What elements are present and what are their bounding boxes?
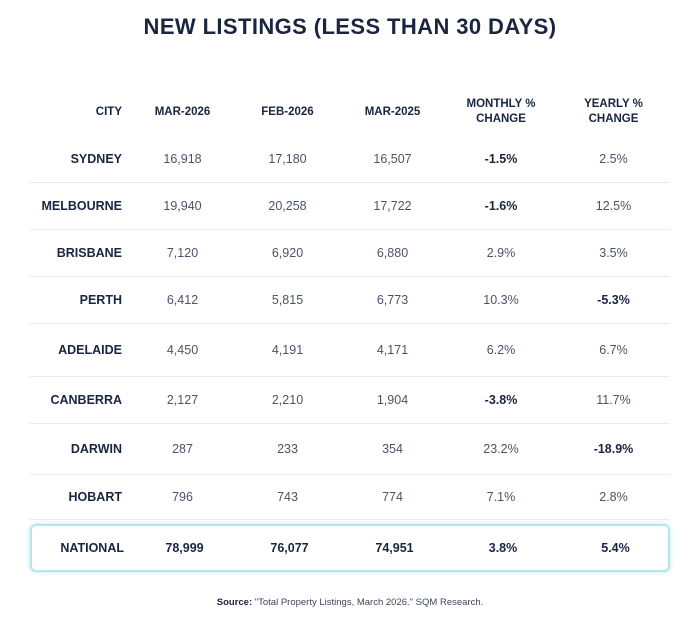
source-text: "Total Property Listings, March 2026." S…: [254, 597, 484, 608]
header-yearly-change: YEARLY % CHANGE: [557, 97, 670, 127]
cell-yearly-change: 6.7%: [599, 343, 628, 357]
cell-feb-2026: 20,258: [268, 199, 307, 213]
cell-mar-2026: 287: [172, 442, 193, 456]
cell-yearly-change: 2.8%: [599, 490, 628, 504]
source-note: Source: "Total Property Listings, March …: [0, 597, 700, 608]
table-header: CITY MAR-2026 FEB-2026 MAR-2025 MONTHLY …: [30, 88, 670, 136]
cell-monthly-change: 10.3%: [483, 293, 519, 307]
cell-yearly-change: 11.7%: [596, 393, 631, 407]
cell-monthly-change: 6.2%: [486, 343, 516, 357]
cell-mar-2026: 4,450: [166, 343, 199, 357]
table-row: PERTH 6,412 5,815 6,773 10.3% -5.3%: [30, 277, 670, 324]
listings-table: CITY MAR-2026 FEB-2026 MAR-2025 MONTHLY …: [30, 88, 670, 572]
cell-feb-2026: 5,815: [271, 293, 304, 307]
cell-feb-2026: 743: [277, 490, 298, 504]
header-yearly-line2: CHANGE: [588, 113, 639, 125]
cell-city: BRISBANE: [56, 246, 122, 260]
cell-yearly-change: 2.5%: [599, 152, 628, 166]
cell-feb-2026: 2,210: [271, 393, 304, 407]
cell-mar-2026: 796: [172, 490, 193, 504]
national-mar-2026: 78,999: [165, 541, 204, 555]
table-body: SYDNEY 16,918 17,180 16,507 -1.5% 2.5% MELBOUR…: [30, 136, 670, 520]
table-row: SYDNEY 16,918 17,180 16,507 -1.5% 2.5%: [30, 136, 670, 183]
cell-mar-2026: 2,127: [166, 393, 199, 407]
national-feb-2026: 76,077: [270, 541, 309, 555]
cell-mar-2026: 6,412: [166, 293, 199, 307]
national-mar-2025: 74,951: [375, 541, 414, 555]
header-monthly-line1: MONTHLY %: [466, 98, 536, 110]
cell-yearly-change: 12.5%: [595, 199, 632, 213]
header-feb-2026: FEB-2026: [261, 105, 314, 118]
cell-city: CANBERRA: [50, 393, 122, 407]
cell-feb-2026: 4,191: [271, 343, 304, 357]
table-row: DARWIN 287 233 354 23.2% -18.9%: [30, 424, 670, 475]
cell-monthly-change: -3.8%: [484, 393, 518, 407]
cell-city: ADELAIDE: [58, 343, 122, 357]
cell-monthly-change: 7.1%: [486, 490, 516, 504]
cell-city: PERTH: [79, 293, 122, 307]
source-label: Source:: [216, 597, 253, 608]
cell-mar-2025: 1,904: [376, 393, 409, 407]
table-row: MELBOURNE 19,940 20,258 17,722 -1.6% 12.5%: [30, 183, 670, 230]
cell-monthly-change: 2.9%: [486, 246, 516, 260]
cell-feb-2026: 17,180: [268, 152, 307, 166]
table-row: ADELAIDE 4,450 4,191 4,171 6.2% 6.7%: [30, 324, 670, 377]
cell-mar-2025: 6,773: [376, 293, 409, 307]
cell-feb-2026: 233: [277, 442, 298, 456]
cell-city: DARWIN: [70, 442, 122, 456]
cell-mar-2026: 16,918: [163, 152, 202, 166]
header-mar-2025: MAR-2025: [364, 105, 421, 118]
cell-mar-2025: 774: [382, 490, 403, 504]
national-row: NATIONAL 78,999 76,077 74,951 3.8% 5.4%: [30, 524, 670, 572]
header-mar-2026: MAR-2026: [154, 105, 211, 118]
table-row: BRISBANE 7,120 6,920 6,880 2.9% 3.5%: [30, 230, 670, 277]
cell-city: HOBART: [68, 490, 122, 504]
cell-monthly-change: 23.2%: [483, 442, 519, 456]
cell-monthly-change: -1.6%: [484, 199, 518, 213]
header-monthly-line2: CHANGE: [476, 113, 526, 125]
table-row: HOBART 796 743 774 7.1% 2.8%: [30, 475, 670, 520]
cell-mar-2025: 17,722: [373, 199, 412, 213]
cell-mar-2026: 7,120: [166, 246, 199, 260]
cell-yearly-change: -18.9%: [593, 442, 634, 456]
header-city: CITY: [95, 105, 122, 118]
cell-feb-2026: 6,920: [271, 246, 304, 260]
cell-monthly-change: -1.5%: [484, 152, 518, 166]
table-title: NEW LISTINGS (LESS THAN 30 DAYS): [143, 14, 557, 39]
national-monthly-change: 3.8%: [488, 541, 518, 555]
cell-yearly-change: -5.3%: [597, 293, 630, 307]
cell-mar-2026: 19,940: [163, 199, 202, 213]
cell-mar-2025: 354: [382, 442, 403, 456]
national-yearly-change: 5.4%: [601, 541, 630, 555]
cell-mar-2025: 6,880: [376, 246, 409, 260]
table-row: CANBERRA 2,127 2,210 1,904 -3.8% 11.7%: [30, 377, 670, 424]
cell-city: SYDNEY: [70, 152, 122, 166]
header-monthly-change: MONTHLY % CHANGE: [445, 97, 557, 127]
cell-mar-2025: 4,171: [376, 343, 409, 357]
cell-mar-2025: 16,507: [373, 152, 412, 166]
cell-city: MELBOURNE: [41, 199, 122, 213]
cell-yearly-change: 3.5%: [599, 246, 628, 260]
national-city: NATIONAL: [60, 541, 124, 555]
header-yearly-line1: YEARLY %: [584, 98, 643, 110]
